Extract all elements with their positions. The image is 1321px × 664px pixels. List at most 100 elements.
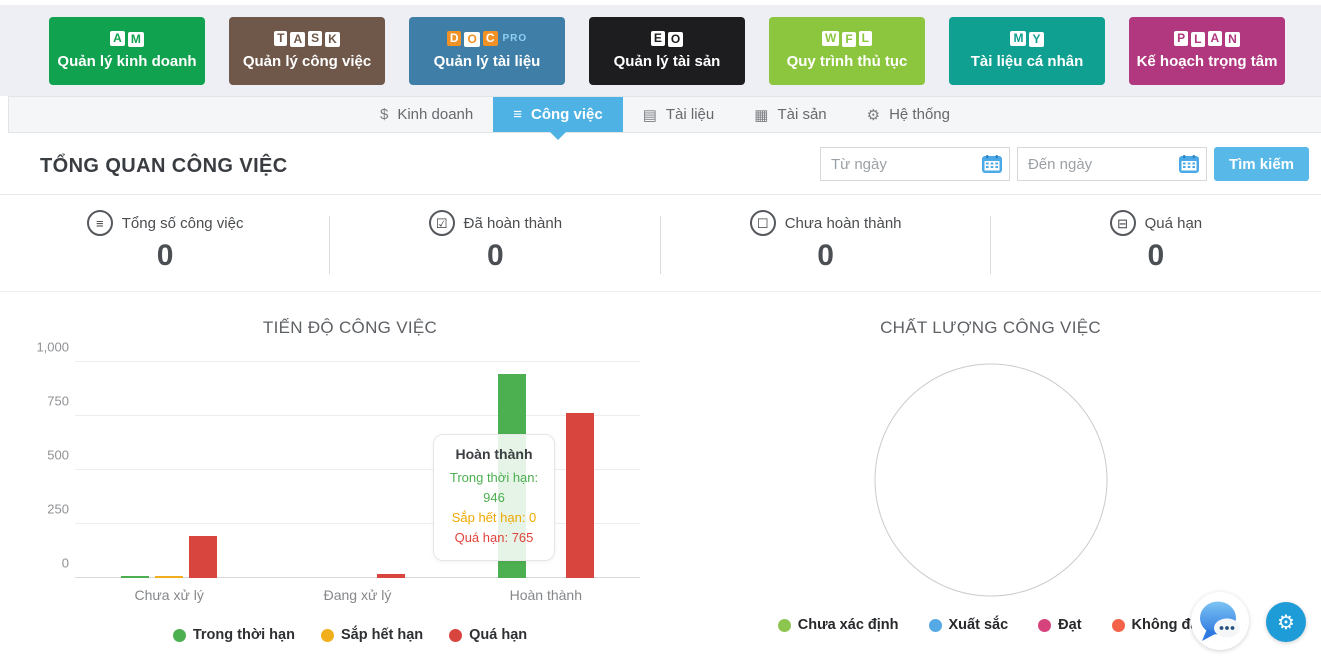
gear-icon: ⚙: [866, 106, 881, 124]
legend-item[interactable]: Xuất sắc: [928, 617, 1009, 633]
legend-dot: [928, 618, 942, 632]
logo-suffix: PRO: [502, 33, 528, 44]
chat-button[interactable]: [1191, 592, 1249, 650]
gear-icon: ⚙: [1277, 611, 1295, 634]
app-tile[interactable]: P L A N Kế hoạch trọng tâm: [1129, 16, 1285, 85]
legend-label: Chưa xác định: [797, 617, 899, 633]
to-date-input[interactable]: [1017, 148, 1206, 180]
search-button[interactable]: Tìm kiếm: [1213, 147, 1309, 181]
stat-header: ☑ Đã hoàn thành: [428, 210, 563, 236]
legend-label: Quá hạn: [469, 627, 528, 643]
bar-slot: [121, 576, 150, 578]
legend-label: Không đạt: [1131, 617, 1204, 633]
main-nav: $ Kinh doanh ≡ Công việc ▤ Tài liệu ▦ Tài sản ⚙ H…: [8, 96, 1321, 140]
app-tile[interactable]: M Y Tài liệu cá nhân: [949, 16, 1105, 85]
bar-quá-hạn[interactable]: [377, 574, 406, 578]
app-tile[interactable]: E O Quản lý tài sản: [589, 16, 745, 85]
from-date-field: [819, 147, 1010, 181]
empty-box-icon: ☐: [749, 210, 776, 236]
y-tick-label: 250: [47, 501, 69, 517]
app-tile[interactable]: W F L Quy trình thủ tục: [769, 16, 925, 85]
gridline: [75, 469, 640, 470]
date-filters: Tìm kiếm: [819, 147, 1309, 181]
building-icon: ▦: [754, 106, 769, 124]
legend-dot: [1111, 618, 1125, 632]
empty-pie-circle: [874, 363, 1107, 597]
stat-value: 0: [1147, 239, 1165, 272]
legend-dot: [172, 628, 186, 642]
logo-letter: T: [274, 31, 288, 46]
chat-bubble-icon: [1200, 601, 1240, 641]
y-tick-label: 0: [61, 555, 69, 571]
bar-quá-hạn[interactable]: [565, 413, 594, 578]
logo-letter: N: [1225, 32, 1240, 47]
calendar-icon[interactable]: [981, 155, 1002, 173]
bar-trong-thời-hạn[interactable]: [121, 576, 150, 578]
nav-tab-list[interactable]: ≡ Công việc: [493, 97, 623, 140]
stat-label: Chưa hoàn thành: [784, 214, 902, 232]
stat-label: Tổng số công việc: [121, 214, 244, 232]
app-tile-label: Quản lý kinh doanh: [57, 53, 197, 70]
logo-letter: W: [821, 31, 840, 46]
stat-label: Đã hoàn thành: [463, 214, 563, 232]
tooltip-line: Trong thời hạn: 946: [449, 470, 539, 506]
pie-chart: [660, 362, 1321, 603]
legend-item[interactable]: Trong thời hạn: [172, 627, 295, 643]
document-icon: ▤: [642, 106, 657, 124]
stat-header: ☐ Chưa hoàn thành: [749, 210, 902, 236]
legend-item[interactable]: Đạt: [1038, 617, 1082, 633]
app-tiles-bar: A M Quản lý kinh doanh T A S K Quản lý công việ…: [0, 5, 1321, 96]
app-tile[interactable]: T A S K Quản lý công việc: [229, 16, 385, 85]
x-axis-label: Chưa xử lý: [134, 587, 204, 603]
legend-label: Đạt: [1058, 617, 1082, 633]
legend-label: Xuất sắc: [948, 617, 1009, 633]
nav-tab-dollar[interactable]: $ Kinh doanh: [360, 97, 493, 132]
charts-row: TIẾN ĐỘ CÔNG VIỆC 0 250 500 750 1,000 Hoàn t…: [0, 292, 1321, 643]
bar-sắp-hết-hạn[interactable]: [155, 576, 184, 578]
bar-slot: [155, 576, 184, 578]
legend-item[interactable]: Chưa xác định: [777, 617, 899, 633]
logo-letter: E: [650, 31, 665, 46]
legend-dot: [320, 628, 334, 642]
nav-tab-label: Công việc: [531, 106, 603, 123]
stat-header: ⊟ Quá hạn: [1109, 210, 1202, 236]
logo-letter: L: [858, 31, 872, 46]
y-tick-label: 1,000: [36, 339, 69, 355]
tooltip-title: Hoàn thành: [455, 446, 533, 462]
app-tile-label: Quy trình thủ tục: [786, 53, 908, 70]
page-title: TỔNG QUAN CÔNG VIỆC: [40, 155, 288, 177]
from-date-input[interactable]: [820, 148, 1009, 180]
nav-tab-label: Tài sản: [777, 106, 827, 123]
app-tile-label: Quản lý công việc: [242, 53, 372, 70]
app-tile[interactable]: D O C PRO Quản lý tài liệu: [409, 16, 565, 85]
list-icon: ≡: [513, 106, 523, 123]
gridline: [75, 361, 640, 362]
legend-item[interactable]: Sắp hết hạn: [320, 627, 423, 643]
stat-value: 0: [487, 239, 504, 272]
page-header: TỔNG QUAN CÔNG VIỆC: [0, 133, 1321, 195]
calendar-icon[interactable]: [1178, 155, 1199, 173]
gridline: [75, 577, 640, 578]
legend-item[interactable]: Không đạt: [1111, 617, 1204, 633]
app-tile-label: Quản lý tài liệu: [433, 53, 541, 70]
progress-chart-title: TIẾN ĐỘ CÔNG VIỆC: [262, 318, 438, 337]
bar-plot: 0 250 500 750 1,000 Hoàn thành Trong thời hạ…: [36, 340, 640, 578]
legend-item[interactable]: Quá hạn: [449, 627, 527, 643]
app-tile[interactable]: A M Quản lý kinh doanh: [49, 16, 205, 85]
nav-tab-gear[interactable]: ⚙ Hệ thống: [847, 97, 970, 132]
settings-button[interactable]: ⚙: [1266, 602, 1306, 642]
nav-tab-document[interactable]: ▤ Tài liệu: [623, 97, 735, 132]
tooltip-line: Quá hạn: 765: [454, 530, 534, 546]
y-tick-label: 500: [47, 447, 69, 463]
bar-quá-hạn[interactable]: [189, 536, 218, 578]
to-date-field: [1016, 147, 1207, 181]
gridline: [75, 523, 640, 524]
legend-dot: [1038, 618, 1052, 632]
stat-value: 0: [156, 239, 174, 272]
legend-dot: [449, 628, 463, 642]
nav-tab-building[interactable]: ▦ Tài sản: [734, 97, 846, 132]
stat-value: 0: [817, 239, 834, 272]
minus-box-icon: ⊟: [1109, 210, 1136, 236]
